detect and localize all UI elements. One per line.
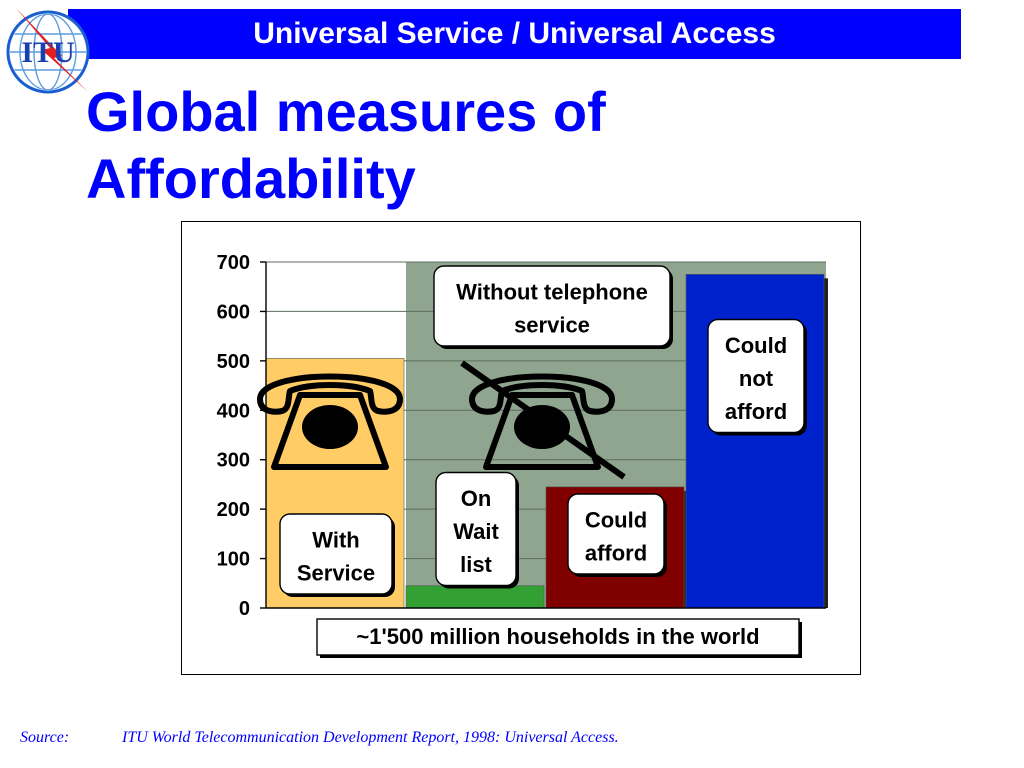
label-without-telephone-service-line: Without telephone <box>456 279 648 304</box>
footer-label-box <box>316 618 800 656</box>
label-could-afford: Could afford <box>567 493 667 577</box>
label-with-service-box <box>279 513 393 595</box>
y-axis: 0 100 200 300 400 500 600 700 <box>217 252 826 620</box>
label-could-afford-box <box>567 493 665 575</box>
footer-label: ~1'500 million households in the world <box>316 618 802 658</box>
y-tick-label: 500 <box>217 351 250 373</box>
source-note: Source: ITU World Telecommunication Devel… <box>20 728 619 748</box>
y-tick-label: 700 <box>217 252 250 274</box>
label-could-afford-line: Could <box>585 507 647 532</box>
itu-logo: ITU <box>6 8 90 94</box>
chart-frame: With Service On Wait list Could afford Could not… <box>181 221 861 675</box>
y-tick-label: 0 <box>239 598 250 620</box>
label-could-not-afford: Could not afford <box>707 318 807 436</box>
label-without-telephone-service-box <box>433 265 671 347</box>
y-tick-label: 300 <box>217 450 250 472</box>
label-on-wait-list-box <box>435 471 517 587</box>
label-could-not-afford-line: afford <box>725 399 787 424</box>
lightning-icon <box>16 8 88 92</box>
affordability-chart: With Service On Wait list Could afford Could not… <box>217 252 828 658</box>
label-could-afford-line: afford <box>585 540 647 565</box>
y-tick-label: 600 <box>217 301 250 323</box>
label-could-not-afford-line: Could <box>725 333 787 358</box>
label-could-not-afford-line: not <box>739 366 774 391</box>
slide-title: Global measures of Affordability <box>86 80 606 210</box>
source-text: ITU World Telecommunication Development … <box>122 729 619 746</box>
phone-icons <box>257 360 626 480</box>
footer-label-text: ~1'500 million households in the world <box>356 624 759 649</box>
label-on-wait-list-line: On <box>461 486 492 511</box>
label-with-service: With Service <box>279 513 395 597</box>
label-without-telephone-service: Without telephone service <box>433 265 673 349</box>
label-on-wait-list-line: Wait <box>453 519 499 544</box>
label-could-not-afford-box <box>707 318 805 434</box>
label-on-wait-list: On Wait list <box>435 471 519 589</box>
logo-text: ITU <box>21 36 74 69</box>
header-title: Universal Service / Universal Access <box>253 17 776 50</box>
y-tick-label: 400 <box>217 400 250 422</box>
label-without-telephone-service-line: service <box>514 312 590 337</box>
crossed-telephone-icon <box>460 360 626 480</box>
label-with-service-line: With <box>312 527 359 552</box>
label-with-service-line: Service <box>297 560 375 585</box>
label-on-wait-list-line: list <box>460 552 492 577</box>
bar-labels: With Service On Wait list Could afford Could not… <box>279 265 807 658</box>
bar-on-wait-list <box>405 585 545 609</box>
y-tick-label: 200 <box>217 499 250 521</box>
y-tick-label: 100 <box>217 549 250 571</box>
header-bar: Universal Service / Universal Access <box>68 9 961 59</box>
source-label: Source: <box>20 729 70 746</box>
telephone-icon <box>257 373 403 470</box>
